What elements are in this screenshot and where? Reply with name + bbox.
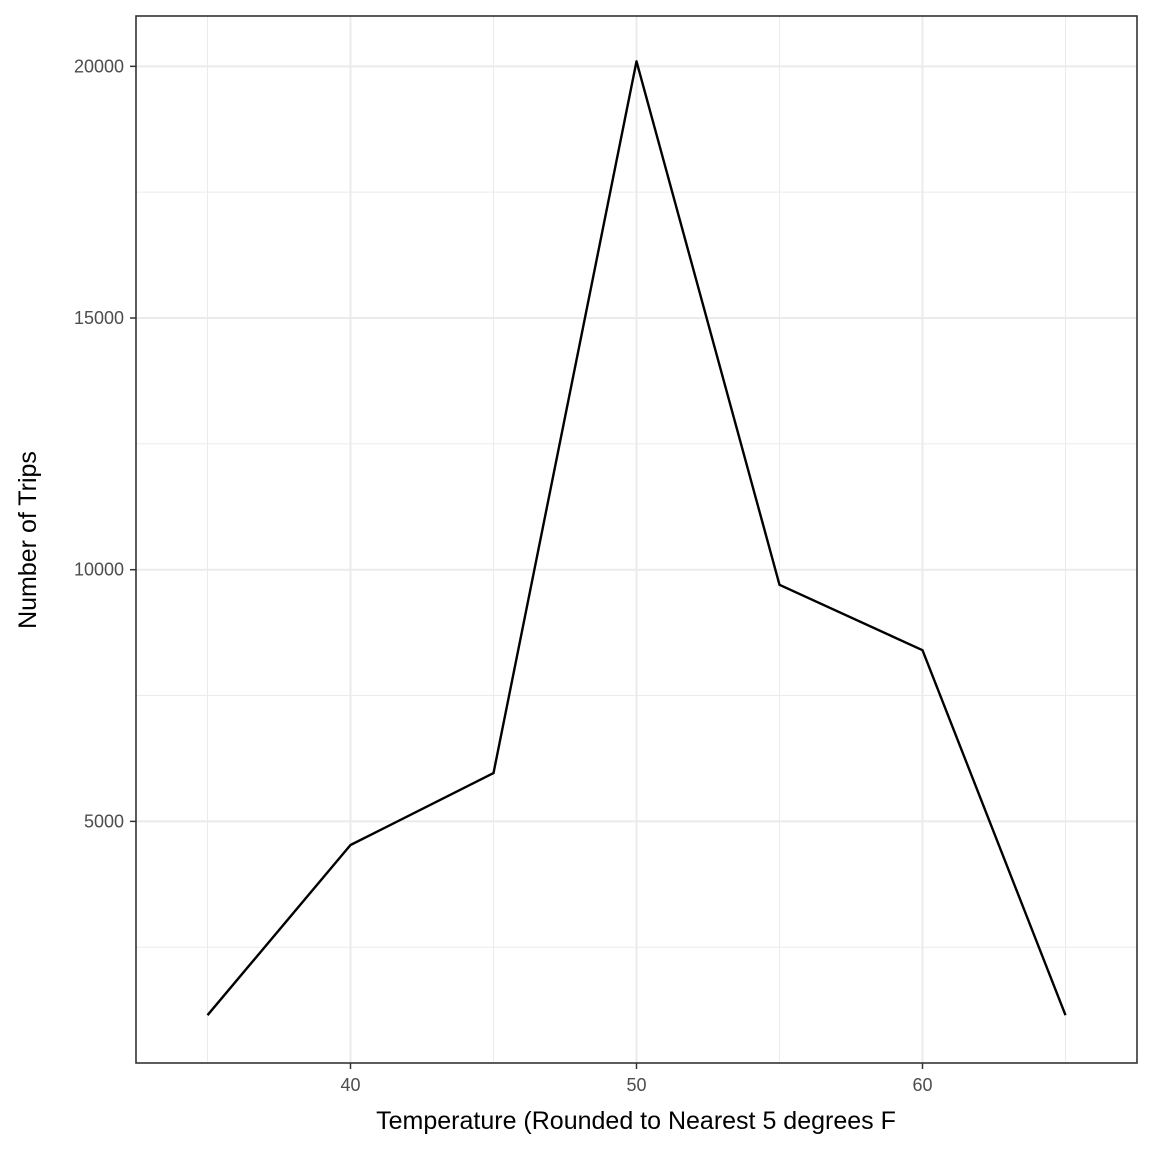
axis-ticks: 40 50 60 5000 10000 15000 20000 (74, 56, 933, 1095)
grid-lines (136, 16, 1137, 1063)
y-tick-label: 10000 (74, 560, 124, 580)
y-tick-label: 5000 (84, 811, 124, 831)
series-layer (206, 60, 1067, 1016)
y-axis-title: Number of Trips (14, 451, 42, 629)
x-tick-label: 60 (912, 1075, 932, 1095)
x-tick-label: 40 (340, 1075, 360, 1095)
y-tick-label: 20000 (74, 56, 124, 76)
series-line-0 (206, 60, 1067, 1016)
x-axis-title: Temperature (Rounded to Nearest 5 degree… (376, 1107, 896, 1135)
y-tick-label: 15000 (74, 308, 124, 328)
x-tick-label: 50 (626, 1075, 646, 1095)
